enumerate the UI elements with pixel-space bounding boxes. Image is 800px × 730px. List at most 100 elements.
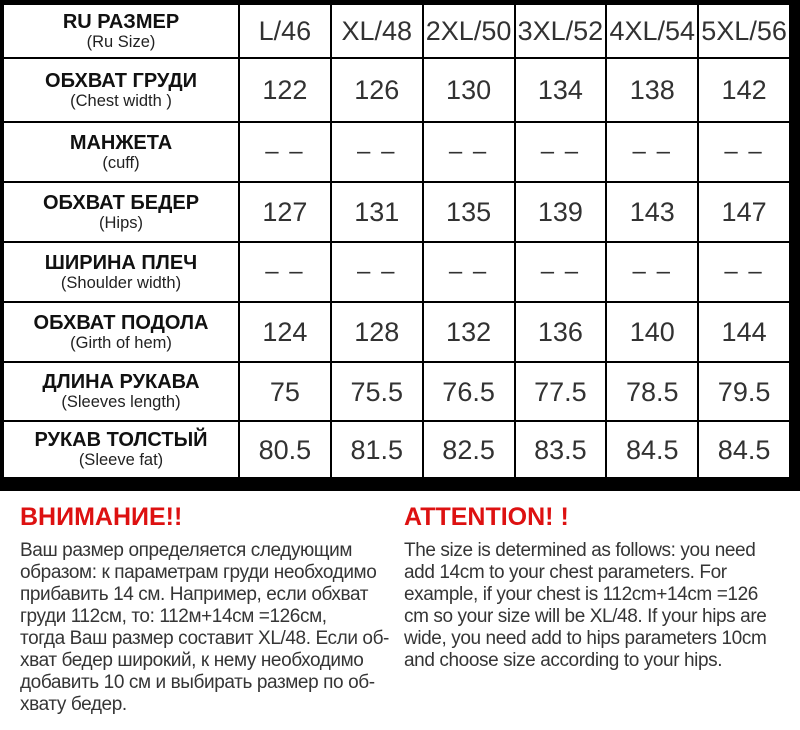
cell-r0-c0-text: 122 xyxy=(262,75,308,105)
cell-r3-c4-text: – – xyxy=(632,258,672,285)
cell-r6-c1-text: 81.5 xyxy=(350,434,404,465)
row-label-5: ДЛИНА РУКАВА (Sleeves length) xyxy=(4,363,238,420)
cell-r4-c4-text: 140 xyxy=(629,317,675,347)
cell-r1-c5-text: – – xyxy=(724,138,764,165)
cell-r3-c1: – – xyxy=(331,243,422,301)
cell-r3-c4: – – xyxy=(607,243,698,301)
cell-r4-c5-text: 144 xyxy=(721,317,767,347)
cell-r3-c5: – – xyxy=(699,243,789,301)
cell-r0-c1-text: 126 xyxy=(354,75,400,105)
cell-r0-c3: 134 xyxy=(515,59,606,121)
cell-r2-c3: 139 xyxy=(515,183,606,241)
cell-r3-c0-text: – – xyxy=(265,258,305,285)
cell-r4-c1: 128 xyxy=(331,303,422,361)
cell-r1-c3-text: – – xyxy=(540,138,581,165)
header-size-1: XL/48 xyxy=(331,5,422,57)
cell-r0-c2: 130 xyxy=(423,59,514,121)
cell-r4-c3-text: 136 xyxy=(537,317,583,347)
row-label-en-5: (Sleeves length) xyxy=(61,393,181,411)
cell-r5-c5: 79.5 xyxy=(699,363,789,420)
cell-r2-c4-text: 143 xyxy=(629,197,675,227)
row-label-ru-0: ОБХВАТ ГРУДИ xyxy=(45,69,197,92)
size-chart-grid: RU РАЗМЕР (Ru Size) L/46 XL/48 2XL/50 3XL/5… xyxy=(4,5,789,478)
row-label-3: ШИРИНА ПЛЕЧ (Shoulder width) xyxy=(4,243,238,301)
header-size-4-text: 4XL/54 xyxy=(609,16,696,46)
row-label-ru-4: ОБХВАТ ПОДОЛА xyxy=(33,311,209,334)
cell-r4-c2-text: 132 xyxy=(446,317,492,347)
cell-r5-c1: 75.5 xyxy=(331,363,422,420)
cell-r1-c2-text: – – xyxy=(448,138,489,165)
cell-r4-c4: 140 xyxy=(607,303,698,361)
row-label-en-6: (Sleeve fat) xyxy=(78,451,164,469)
header-label-en: (Ru Size) xyxy=(86,32,156,51)
cell-r2-c3-text: 139 xyxy=(537,197,583,227)
cell-r2-c0: 127 xyxy=(240,183,330,241)
cell-r0-c5-text: 142 xyxy=(721,75,767,105)
cell-r3-c2-text: – – xyxy=(448,258,489,285)
cell-r4-c0: 124 xyxy=(240,303,330,361)
row-label-4: ОБХВАТ ПОДОЛА (Girth of hem) xyxy=(4,303,238,361)
cell-r6-c3: 83.5 xyxy=(515,422,606,477)
cell-r6-c2-text: 82.5 xyxy=(442,434,495,465)
note-russian: ВНИМАНИЕ!! Ваш размер определяется следу… xyxy=(20,503,392,716)
cell-r6-c4: 84.5 xyxy=(607,422,698,477)
row-label-ru-2: ОБХВАТ БЕДЕР xyxy=(42,191,200,214)
cell-r4-c5: 144 xyxy=(699,303,789,361)
note-body-ru: Ваш размер определяется следующим образо… xyxy=(20,540,389,715)
cell-r3-c2: – – xyxy=(423,243,514,301)
cell-r2-c5-text: 147 xyxy=(721,197,767,227)
cell-r0-c4-text: 138 xyxy=(629,75,675,105)
header-size-0-text: L/46 xyxy=(258,16,312,46)
row-label-2: ОБХВАТ БЕДЕР (Hips) xyxy=(4,183,238,241)
cell-r6-c2: 82.5 xyxy=(423,422,514,477)
cell-r0-c3-text: 134 xyxy=(537,75,583,105)
cell-r1-c4-text: – – xyxy=(632,138,672,165)
header-size-3-text: 3XL/52 xyxy=(517,16,604,46)
cell-r0-c1: 126 xyxy=(331,59,422,121)
cell-r0-c5: 142 xyxy=(699,59,789,121)
header-size-3: 3XL/52 xyxy=(515,5,606,57)
cell-r6-c0: 80.5 xyxy=(240,422,330,477)
cell-r0-c4: 138 xyxy=(607,59,698,121)
note-heading-ru: ВНИМАНИЕ!! xyxy=(20,503,183,531)
cell-r5-c0-text: 75 xyxy=(269,376,300,407)
header-size-4: 4XL/54 xyxy=(607,5,698,57)
cell-r6-c4-text: 84.5 xyxy=(625,434,679,465)
cell-r3-c3-text: – – xyxy=(540,258,581,285)
note-body-en: The size is determined as follows: you n… xyxy=(404,540,767,671)
cell-r5-c3-text: 77.5 xyxy=(534,376,587,407)
cell-r6-c1: 81.5 xyxy=(331,422,422,477)
header-size-2-text: 2XL/50 xyxy=(425,16,512,46)
cell-r1-c0: – – xyxy=(240,123,330,181)
cell-r5-c4: 78.5 xyxy=(607,363,698,420)
row-label-en-2: (Hips) xyxy=(99,213,143,232)
cell-r2-c0-text: 127 xyxy=(262,197,308,227)
cell-r2-c1: 131 xyxy=(331,183,422,241)
header-label-ru: RU РАЗМЕР xyxy=(62,10,180,33)
cell-r3-c0: – – xyxy=(240,243,330,301)
header-size-2: 2XL/50 xyxy=(423,5,514,57)
cell-r5-c2-text: 76.5 xyxy=(442,376,495,407)
cell-r6-c5-text: 84.5 xyxy=(717,434,771,465)
cell-r2-c5: 147 xyxy=(699,183,789,241)
cell-r1-c2: – – xyxy=(423,123,514,181)
cell-r6-c0-text: 80.5 xyxy=(258,434,312,465)
row-label-en-4: (Girth of hem) xyxy=(70,333,172,352)
notes-section: ВНИМАНИЕ!! Ваш размер определяется следу… xyxy=(0,491,800,716)
note-heading-en: ATTENTION! ! xyxy=(404,503,569,531)
cell-r4-c0-text: 124 xyxy=(262,317,308,347)
note-english: ATTENTION! ! The size is determined as f… xyxy=(404,503,790,716)
size-chart-table: RU РАЗМЕР (Ru Size) L/46 XL/48 2XL/50 3XL/5… xyxy=(0,0,800,491)
cell-r5-c4-text: 78.5 xyxy=(625,376,679,407)
row-label-6: РУКАВ ТОЛСТЫЙ (Sleeve fat) xyxy=(4,422,238,477)
cell-r5-c2: 76.5 xyxy=(423,363,514,420)
cell-r6-c5: 84.5 xyxy=(699,422,789,477)
header-size-1-text: XL/48 xyxy=(341,16,413,46)
header-size-5-text: 5XL/56 xyxy=(701,16,787,46)
row-label-ru-1: МАНЖЕТА xyxy=(69,131,173,154)
cell-r1-c3: – – xyxy=(515,123,606,181)
cell-r0-c2-text: 130 xyxy=(446,75,492,105)
row-label-ru-5: ДЛИНА РУКАВА xyxy=(42,371,200,393)
cell-r5-c5-text: 79.5 xyxy=(717,376,771,407)
cell-r2-c1-text: 131 xyxy=(354,197,400,227)
